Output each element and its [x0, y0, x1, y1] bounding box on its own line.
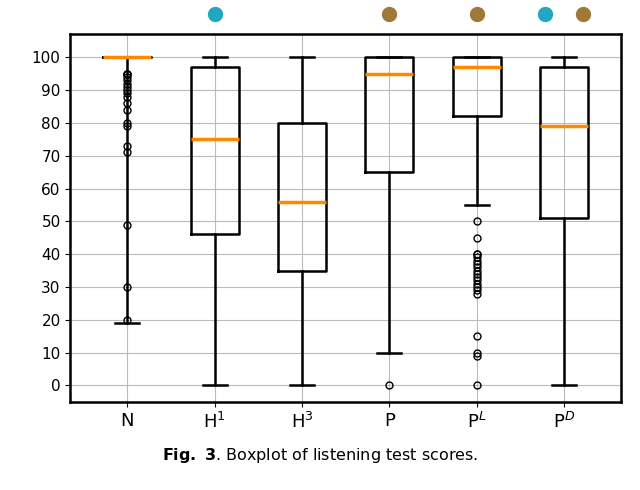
Text: $\bf{Fig.\ 3}$. Boxplot of listening test scores.: $\bf{Fig.\ 3}$. Boxplot of listening tes… [162, 446, 478, 465]
